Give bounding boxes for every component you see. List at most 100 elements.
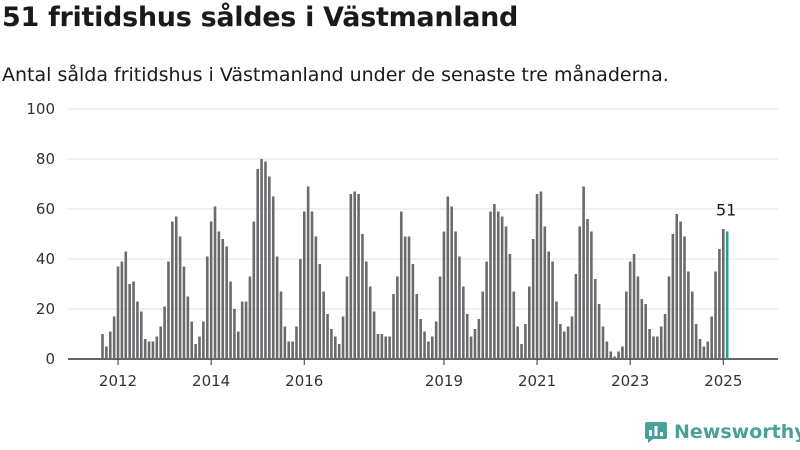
- chart-title: 51 fritidshus såldes i Västmanland: [2, 2, 519, 33]
- bar: [547, 251, 550, 359]
- bar: [524, 324, 527, 359]
- bar: [597, 304, 601, 359]
- bar: [101, 334, 104, 359]
- bar: [186, 296, 190, 359]
- bar: [555, 301, 558, 359]
- bar: [337, 344, 341, 359]
- bar: [617, 351, 620, 359]
- bar: [644, 304, 647, 359]
- x-tick-label: 2014: [192, 372, 230, 390]
- bar: [586, 219, 589, 359]
- bar: [636, 276, 640, 359]
- bar: [656, 336, 659, 359]
- bar: [710, 316, 713, 359]
- bar: [477, 319, 481, 359]
- y-tick-label: 60: [36, 200, 55, 218]
- brand-name: Newsworthy: [674, 421, 800, 443]
- bar: [399, 211, 403, 359]
- bar: [551, 261, 554, 359]
- bar: [415, 294, 419, 359]
- y-tick-label: 100: [26, 100, 55, 118]
- bar: [140, 311, 143, 359]
- bar: [349, 194, 353, 359]
- bar: [368, 286, 372, 359]
- bar: [543, 226, 547, 359]
- bar: [345, 276, 349, 359]
- bar: [714, 271, 717, 359]
- bar: [570, 316, 574, 359]
- bar: [233, 309, 236, 359]
- bar: [663, 314, 667, 359]
- bar: [504, 226, 508, 359]
- y-tick-label: 0: [45, 350, 55, 368]
- bar: [609, 351, 613, 359]
- bar: [147, 341, 151, 359]
- bar: [698, 339, 702, 359]
- bar: [194, 344, 197, 359]
- bar: [431, 336, 434, 359]
- bar: [120, 261, 124, 359]
- bar: [372, 311, 376, 359]
- bar: [411, 264, 415, 359]
- bar: [531, 239, 535, 359]
- bar: [376, 334, 380, 359]
- bar: [423, 331, 426, 359]
- bar: [427, 341, 430, 359]
- x-tick-label: 2021: [518, 372, 556, 390]
- bar-highlighted: [725, 231, 729, 359]
- bar: [264, 161, 267, 359]
- y-tick-label: 20: [36, 300, 55, 318]
- bar: [310, 211, 314, 359]
- bar: [683, 236, 686, 359]
- bar: [578, 226, 582, 359]
- bar: [205, 256, 209, 359]
- bar: [225, 246, 228, 359]
- bar: [512, 291, 516, 359]
- bar: [493, 204, 496, 359]
- bar: [667, 276, 671, 359]
- bar: [275, 256, 279, 359]
- bar: [574, 274, 578, 359]
- bar: [279, 291, 283, 359]
- bar: [722, 229, 725, 359]
- bar: [485, 261, 488, 359]
- bar: [396, 276, 399, 359]
- bar: [613, 356, 616, 359]
- bar: [434, 321, 438, 359]
- bar: [202, 321, 205, 359]
- bar: [209, 221, 213, 359]
- bar: [718, 249, 721, 359]
- bar: [559, 324, 562, 359]
- bar: [706, 341, 710, 359]
- y-tick-label: 80: [36, 150, 55, 168]
- y-axis-ticks: 0 20 40 60 80 100: [26, 100, 55, 368]
- bar: [671, 234, 675, 359]
- bar: [481, 291, 485, 359]
- bar: [132, 281, 135, 359]
- bar: [318, 264, 322, 359]
- bar: [419, 319, 422, 359]
- bar: [291, 341, 294, 359]
- bars: [101, 159, 729, 359]
- bar: [330, 329, 333, 359]
- newsworthy-logo-icon: [645, 422, 667, 443]
- last-value-annotation: 51: [716, 201, 736, 220]
- x-tick-label: 2016: [285, 372, 323, 390]
- bar: [155, 336, 159, 359]
- bar: [357, 194, 360, 359]
- bar: [640, 299, 644, 359]
- bar: [384, 336, 388, 359]
- y-tick-label: 40: [36, 250, 55, 268]
- bar: [116, 266, 120, 359]
- bar: [124, 251, 128, 359]
- bar: [128, 284, 131, 359]
- bar: [702, 346, 706, 359]
- bar: [621, 346, 624, 359]
- bar: [562, 331, 566, 359]
- bar: [566, 326, 570, 359]
- bar: [108, 331, 112, 359]
- bar: [625, 291, 628, 359]
- bar: [213, 206, 217, 359]
- bar: [302, 211, 306, 359]
- bar: [380, 334, 384, 359]
